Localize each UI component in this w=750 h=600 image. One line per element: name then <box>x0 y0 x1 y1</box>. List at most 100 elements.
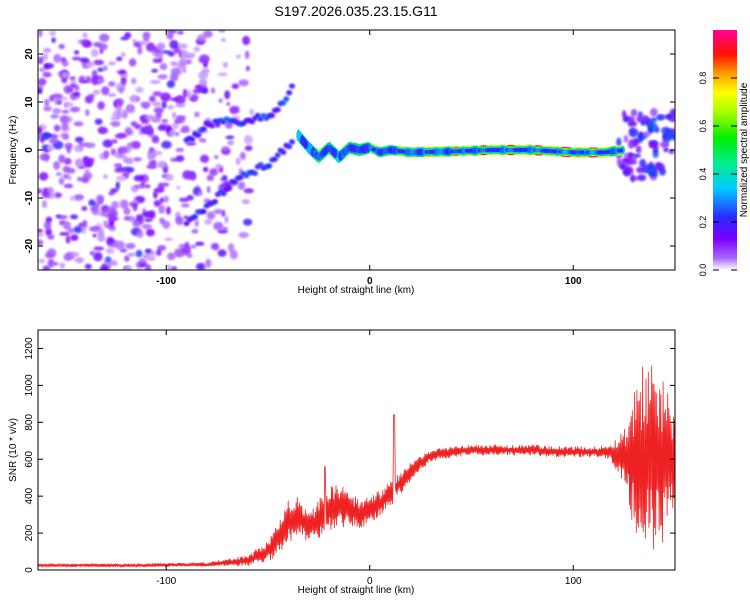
spectrogram-branch-cell <box>286 143 293 150</box>
spectrogram-cell <box>623 134 629 143</box>
spectrogram-cell <box>159 62 168 71</box>
spectrogram-cell <box>110 148 117 156</box>
spectrogram-cell <box>79 57 90 63</box>
spectrogram-cell <box>170 61 179 67</box>
spectrogram-cell <box>636 166 645 174</box>
spectrogram-cell <box>194 241 205 246</box>
spectrogram-cell <box>174 119 181 124</box>
spectrogram-cell <box>663 114 673 120</box>
spectrogram-branch-cell <box>183 220 190 227</box>
spectrogram-cell <box>197 190 203 196</box>
spectrogram-cell <box>97 233 106 242</box>
spectrogram-cell <box>136 230 144 239</box>
spectrogram-cell <box>94 118 103 125</box>
colorbar-tick-label: 0.2 <box>698 216 708 229</box>
spectrogram-cell <box>171 111 177 119</box>
spectrogram-cell <box>242 35 251 46</box>
spectrogram-cell <box>71 56 81 61</box>
spectrogram-cell <box>177 43 188 50</box>
spectrogram-cell <box>161 100 167 109</box>
spectrogram-cell <box>225 101 231 107</box>
spectrogram-cell <box>158 204 166 214</box>
spectrogram-cell <box>624 166 634 175</box>
spectrogram-cell <box>245 65 251 72</box>
spectrogram-cell <box>56 214 68 220</box>
snr-content <box>38 365 675 569</box>
spectrogram-cell <box>81 176 90 184</box>
spectrogram-cell <box>135 214 144 221</box>
x-tick-label: 0 <box>367 576 373 587</box>
spectrogram-cell <box>191 228 199 234</box>
spectrogram-cell <box>73 50 80 55</box>
spectrogram-cell <box>117 146 129 154</box>
spectrogram-cell <box>174 131 180 137</box>
spectrogram-cell <box>151 68 159 73</box>
spectrogram-cell <box>39 153 51 161</box>
spectrogram-branch-cell <box>212 199 219 205</box>
spectrogram-branch-cell <box>271 156 278 162</box>
spectrogram-cell <box>627 120 637 127</box>
spectrogram-cell <box>104 151 109 156</box>
spectrogram-cell <box>59 133 67 138</box>
spectrogram-cell <box>38 188 43 194</box>
spectrogram-cell <box>623 152 629 159</box>
spectrogram-cell <box>67 175 72 181</box>
spectrogram-cell <box>43 133 53 138</box>
snr-xlabel: Height of straight line (km) <box>298 585 415 596</box>
spectrogram-cell <box>190 93 199 102</box>
spectrogram-cell <box>222 226 228 231</box>
spectrogram-cell <box>157 74 168 80</box>
spectrogram-cell <box>172 49 180 54</box>
spectrogram-cell <box>141 223 153 230</box>
spectrogram-cell <box>88 93 95 100</box>
spectrogram-cell <box>671 133 675 141</box>
spectrogram-cell <box>85 75 90 82</box>
spectrogram-cell <box>38 126 42 135</box>
spectrogram-cell <box>210 87 216 94</box>
spectrogram-cell <box>46 144 54 152</box>
y-tick-label: 400 <box>24 487 35 504</box>
spectrogram-ridge-cell <box>552 149 558 154</box>
spectrogram-cell <box>202 166 209 173</box>
spectrogram-cell <box>637 174 647 182</box>
spectrogram-branch-cell <box>251 170 258 176</box>
spectrogram-cell <box>147 155 155 161</box>
spectrogram-cell <box>38 228 44 233</box>
spectrogram-cell <box>180 203 190 208</box>
spectrogram-cell <box>88 199 96 207</box>
spectrogram-cell <box>225 122 233 129</box>
spectrogram-cell <box>99 33 110 42</box>
spectrogram-cell <box>62 122 68 131</box>
spectrogram-cell <box>620 163 626 170</box>
x-tick-label: 0 <box>367 276 373 287</box>
spectrogram-cell <box>123 265 133 270</box>
spectrogram-cell <box>127 252 136 257</box>
spectrogram-cell <box>209 168 218 176</box>
spectrogram-branch-cell <box>209 123 216 129</box>
spectrogram-cell <box>157 125 168 131</box>
spectrogram-ridge-cell <box>580 150 585 155</box>
spectrogram-cell <box>82 32 88 39</box>
spectrogram-cell <box>171 122 179 130</box>
spectrogram-cell <box>38 56 44 65</box>
spectrogram-cell <box>125 242 136 250</box>
spectrogram-cell <box>145 255 156 261</box>
spectrogram-cell <box>163 173 174 182</box>
spectrogram-ylabel: Frequency (Hz) <box>8 116 19 185</box>
spectrogram-cell <box>59 262 65 269</box>
spectrogram-cell <box>64 142 73 150</box>
spectrogram-cell <box>130 140 141 149</box>
spectrogram-cell <box>70 214 79 220</box>
spectrogram-branch-cell <box>192 214 199 220</box>
spectrogram-cell <box>659 141 669 148</box>
snr-ylabel: SNR (10 * v/v) <box>8 418 19 482</box>
spectrogram-cell <box>192 88 202 94</box>
spectrogram-branch-cell <box>200 126 207 132</box>
spectrogram-cell <box>186 59 191 65</box>
spectrogram-cell <box>116 175 127 182</box>
spectrogram-ridge-cell <box>495 148 501 152</box>
spectrogram-cell <box>64 101 74 108</box>
spectrogram-ridge-cell <box>303 139 309 150</box>
spectrogram-cell <box>213 221 224 231</box>
